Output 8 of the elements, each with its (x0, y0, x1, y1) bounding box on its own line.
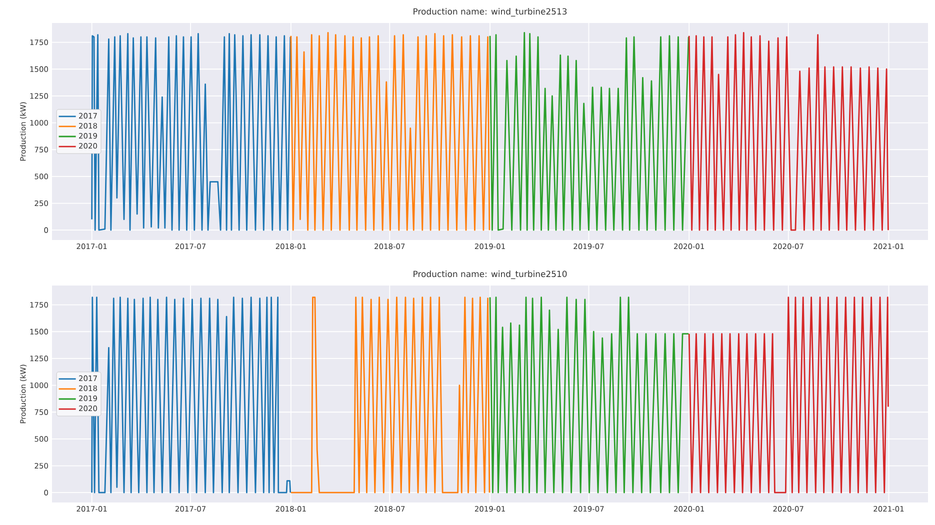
line-series (290, 32, 490, 231)
line-series (290, 296, 490, 494)
line-series (688, 296, 889, 494)
chart-title: Production name: wind_turbine2513 (414, 8, 567, 16)
line-series (688, 32, 889, 231)
line-series (489, 32, 690, 231)
chart-title: Production name: wind_turbine2510 (414, 270, 567, 279)
line-series (489, 296, 690, 494)
